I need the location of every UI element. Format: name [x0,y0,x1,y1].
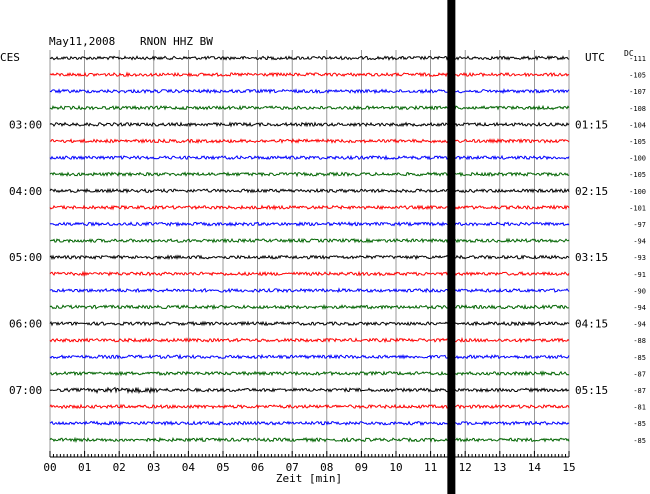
x-tick-label: 13 [493,461,506,474]
x-axis-title: Zeit [min] [276,472,342,485]
right-time-label: 05:15 [575,384,608,397]
trace-row-23 [49,436,570,443]
left-time-label: 04:00 [9,185,42,198]
x-tick-label: 00 [43,461,56,474]
dc-offset-label: -85 [633,437,646,445]
trace-row-16 [49,320,570,327]
date-label: May11,2008 [49,35,115,48]
event-marker-bar [447,0,456,494]
left-time-label: 03:00 [9,118,42,131]
dc-offset-label: -104 [629,121,646,129]
dc-offset-label: -94 [633,304,646,312]
trace-row-12 [49,254,570,261]
x-tick-label: 12 [459,461,472,474]
dc-offset-label: -105 [629,138,646,146]
right-timezone-label: UTC [585,51,605,64]
trace-row-4 [49,121,570,128]
right-time-label: 02:15 [575,185,608,198]
dc-offset-label: -87 [633,370,646,378]
dc-offset-label: -105 [629,171,646,179]
trace-row-20 [49,386,570,395]
dc-offset-label: -101 [629,204,646,212]
x-tick-label: 06 [251,461,264,474]
trace-row-9 [49,204,570,211]
dc-offset-label: -93 [633,254,646,262]
trace-row-18 [49,353,570,360]
x-tick-label: 01 [78,461,91,474]
dc-offset-label: -94 [633,238,646,246]
dc-offset-label: -97 [633,221,646,229]
x-tick-label: 11 [424,461,437,474]
dc-offset-label: -90 [633,287,646,295]
traces-layer [49,55,570,443]
trace-row-11 [49,237,570,244]
x-tick-label: 10 [389,461,402,474]
dc-offset-label: -94 [633,321,646,329]
dc-offset-label: -100 [629,155,646,163]
dc-offset-label: -100 [629,188,646,196]
x-tick-label: 05 [216,461,229,474]
x-axis: 00 01 02 03 04 05 06 07 08 09 10 11 12 13 14 15 [43,451,576,474]
x-tick-label: 07 [286,461,299,474]
trace-row-6 [49,154,570,161]
trace-row-10 [49,221,570,228]
trace-row-1 [49,71,570,78]
trace-row-21 [49,403,570,410]
dc-offset-label: -111 [629,55,646,63]
trace-row-14 [49,287,570,294]
dc-offset-label: -85 [633,354,646,362]
right-time-label: 01:15 [575,118,608,131]
dc-offset-label: -107 [629,88,646,96]
dc-offset-label: -81 [633,404,646,412]
dc-offset-label: -87 [633,387,646,395]
trace-row-13 [49,270,570,277]
left-time-label: 07:00 [9,384,42,397]
left-time-label: 06:00 [9,318,42,331]
dc-offset-label: -105 [629,72,646,80]
dc-offset-label: -108 [629,105,646,113]
trace-row-7 [49,171,570,178]
x-tick-label: 15 [562,461,575,474]
trace-row-19 [49,370,570,377]
labels-layer: 03:00 04:00 05:00 06:00 07:00 01:15 02:15 03:15… [9,55,646,445]
trace-row-3 [49,104,570,111]
x-tick-label: 14 [528,461,542,474]
left-timezone-label: CES [0,51,20,64]
left-time-label: 05:00 [9,251,42,264]
x-tick-label: 09 [355,461,368,474]
dc-label: DC [624,49,634,58]
trace-row-17 [49,337,570,344]
trace-row-8 [49,187,570,194]
dc-offset-label: -88 [633,337,646,345]
trace-row-2 [49,88,570,95]
grid-layer [49,50,570,457]
x-tick-label: 02 [113,461,126,474]
event-layer [447,0,456,494]
dc-offset-label: -85 [633,420,646,428]
x-tick-label: 08 [320,461,333,474]
trace-row-22 [49,420,570,427]
right-time-label: 03:15 [575,251,608,264]
right-time-label: 04:15 [575,318,608,331]
trace-row-0 [49,55,570,61]
trace-row-15 [49,303,570,311]
dc-offset-label: -91 [633,271,646,279]
station-label: RNON HHZ BW [140,35,213,48]
x-tick-label: 03 [147,461,160,474]
trace-row-5 [49,138,570,144]
x-tick-label: 04 [182,461,196,474]
